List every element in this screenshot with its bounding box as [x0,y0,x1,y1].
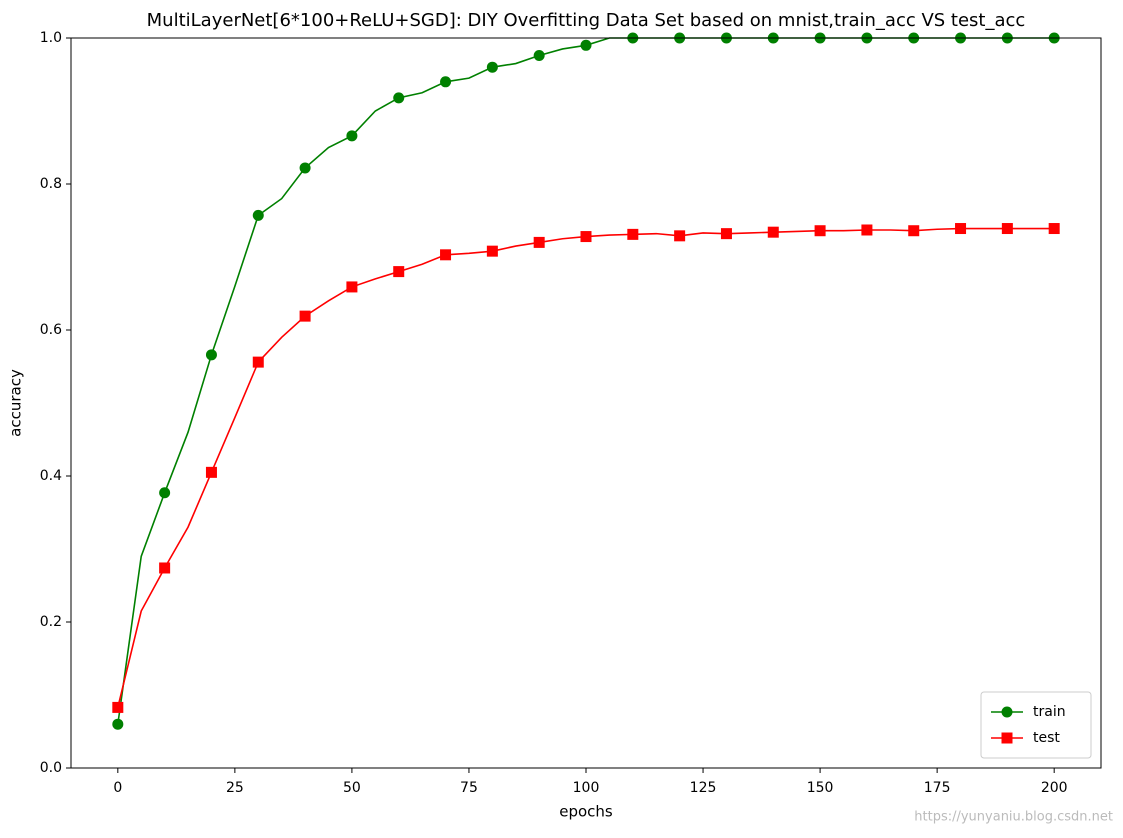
marker [580,39,592,51]
marker [674,230,686,242]
y-tick-label: 0.6 [40,322,62,338]
marker [533,50,545,62]
series-line [117,227,1055,708]
marker [486,245,498,257]
marker [299,310,311,322]
marker [580,231,592,243]
marker [346,130,358,142]
x-tick-label: 50 [343,780,361,796]
legend-label: test [1033,730,1060,746]
x-axis-label: epochs [559,803,613,821]
marker [908,225,920,237]
marker [814,225,826,237]
marker [767,226,779,238]
marker [393,266,405,278]
marker [1001,732,1013,744]
marker [159,487,171,499]
marker [440,76,452,88]
marker [1001,223,1013,235]
y-tick-label: 0.4 [40,468,62,484]
marker [252,209,264,221]
marker [955,223,967,235]
y-tick-label: 0.0 [40,760,62,776]
legend-label: train [1033,704,1066,720]
marker [299,162,311,174]
series-line [117,37,1055,725]
x-tick-label: 200 [1041,780,1068,796]
marker [159,562,171,574]
marker [205,466,217,478]
x-tick-label: 150 [807,780,834,796]
x-tick-label: 100 [573,780,600,796]
y-axis-label: accuracy [7,369,25,437]
marker [861,224,873,236]
y-tick-label: 1.0 [40,30,62,46]
marker [205,349,217,361]
watermark: https://yunyaniu.blog.csdn.net [914,810,1113,825]
x-tick-label: 125 [690,780,717,796]
marker [486,61,498,73]
marker [720,228,732,240]
marker [252,356,264,368]
y-tick-label: 0.8 [40,176,62,192]
marker [346,281,358,293]
marker [112,718,124,730]
marker [112,701,124,713]
x-tick-label: 175 [924,780,951,796]
marker [1048,223,1060,235]
marker [533,236,545,248]
x-tick-label: 75 [460,780,478,796]
marker [1001,706,1013,718]
marker [440,249,452,261]
legend-box [980,691,1092,759]
x-tick-label: 25 [226,780,244,796]
chart-title: MultiLayerNet[6*100+ReLU+SGD]: DIY Overf… [147,10,1026,31]
marker [627,228,639,240]
plot-frame [70,37,1102,769]
x-tick-label: 0 [113,780,122,796]
marker [393,92,405,104]
y-tick-label: 0.2 [40,614,62,630]
